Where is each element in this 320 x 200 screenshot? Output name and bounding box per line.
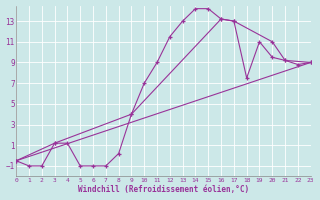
X-axis label: Windchill (Refroidissement éolien,°C): Windchill (Refroidissement éolien,°C) bbox=[78, 185, 249, 194]
